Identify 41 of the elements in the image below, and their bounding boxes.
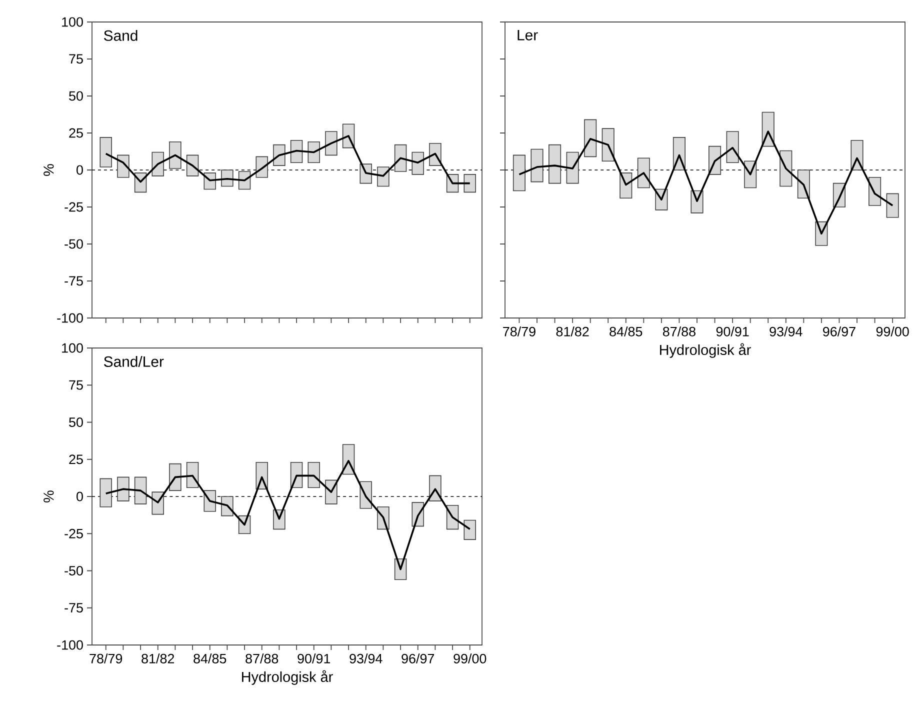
x-tick-label: 78/79: [503, 326, 536, 336]
x-tick-label: 78/79: [90, 654, 122, 664]
y-tick-label: 50: [69, 417, 83, 428]
y-tick-label: 0: [76, 492, 83, 502]
y-axis-title: %: [44, 164, 54, 176]
x-tick-label: 99/00: [454, 654, 486, 664]
x-tick-label: 99/00: [876, 326, 909, 336]
chart-title: Sand/Ler: [104, 356, 164, 367]
y-tick-label: -75: [64, 603, 83, 613]
chart-title: Ler: [518, 30, 538, 40]
x-tick-label: 90/91: [716, 326, 749, 336]
y-tick-label: 75: [69, 380, 83, 390]
y-tick-label: 25: [69, 454, 83, 464]
x-tick-label: 93/94: [770, 326, 802, 336]
x-tick-label: 87/88: [246, 654, 278, 664]
y-tick-label: -50: [64, 239, 83, 249]
x-tick-label: 96/97: [402, 654, 434, 664]
y-tick-label: -100: [57, 640, 83, 650]
y-tick-label: 0: [76, 165, 83, 175]
x-tick-label: 96/97: [823, 326, 856, 336]
y-tick-label: 25: [69, 128, 83, 138]
y-tick-label: 100: [62, 17, 83, 27]
x-tick-label: 84/85: [194, 654, 226, 664]
y-tick-label: -50: [64, 566, 83, 576]
x-axis-title: Hydrologisk år: [242, 670, 333, 685]
y-tick-label: 100: [62, 343, 83, 353]
y-tick-label: 50: [69, 91, 83, 101]
y-tick-label: 75: [69, 54, 83, 64]
chart-title: Sand: [104, 30, 138, 41]
x-tick-label: 81/82: [556, 326, 589, 336]
y-tick-label: -25: [64, 528, 83, 538]
x-axis-title: Hydrologisk år: [660, 343, 751, 358]
y-axis-title: %: [44, 490, 54, 502]
y-tick-label: -75: [64, 276, 83, 286]
x-tick-label: 81/82: [142, 654, 174, 664]
x-tick-label: 87/88: [662, 326, 696, 336]
x-tick-label: 93/94: [350, 654, 382, 664]
x-tick-label: 90/91: [298, 654, 330, 664]
y-tick-label: -25: [64, 202, 83, 212]
x-tick-label: 84/85: [610, 326, 642, 336]
y-tick-label: -100: [57, 313, 83, 323]
